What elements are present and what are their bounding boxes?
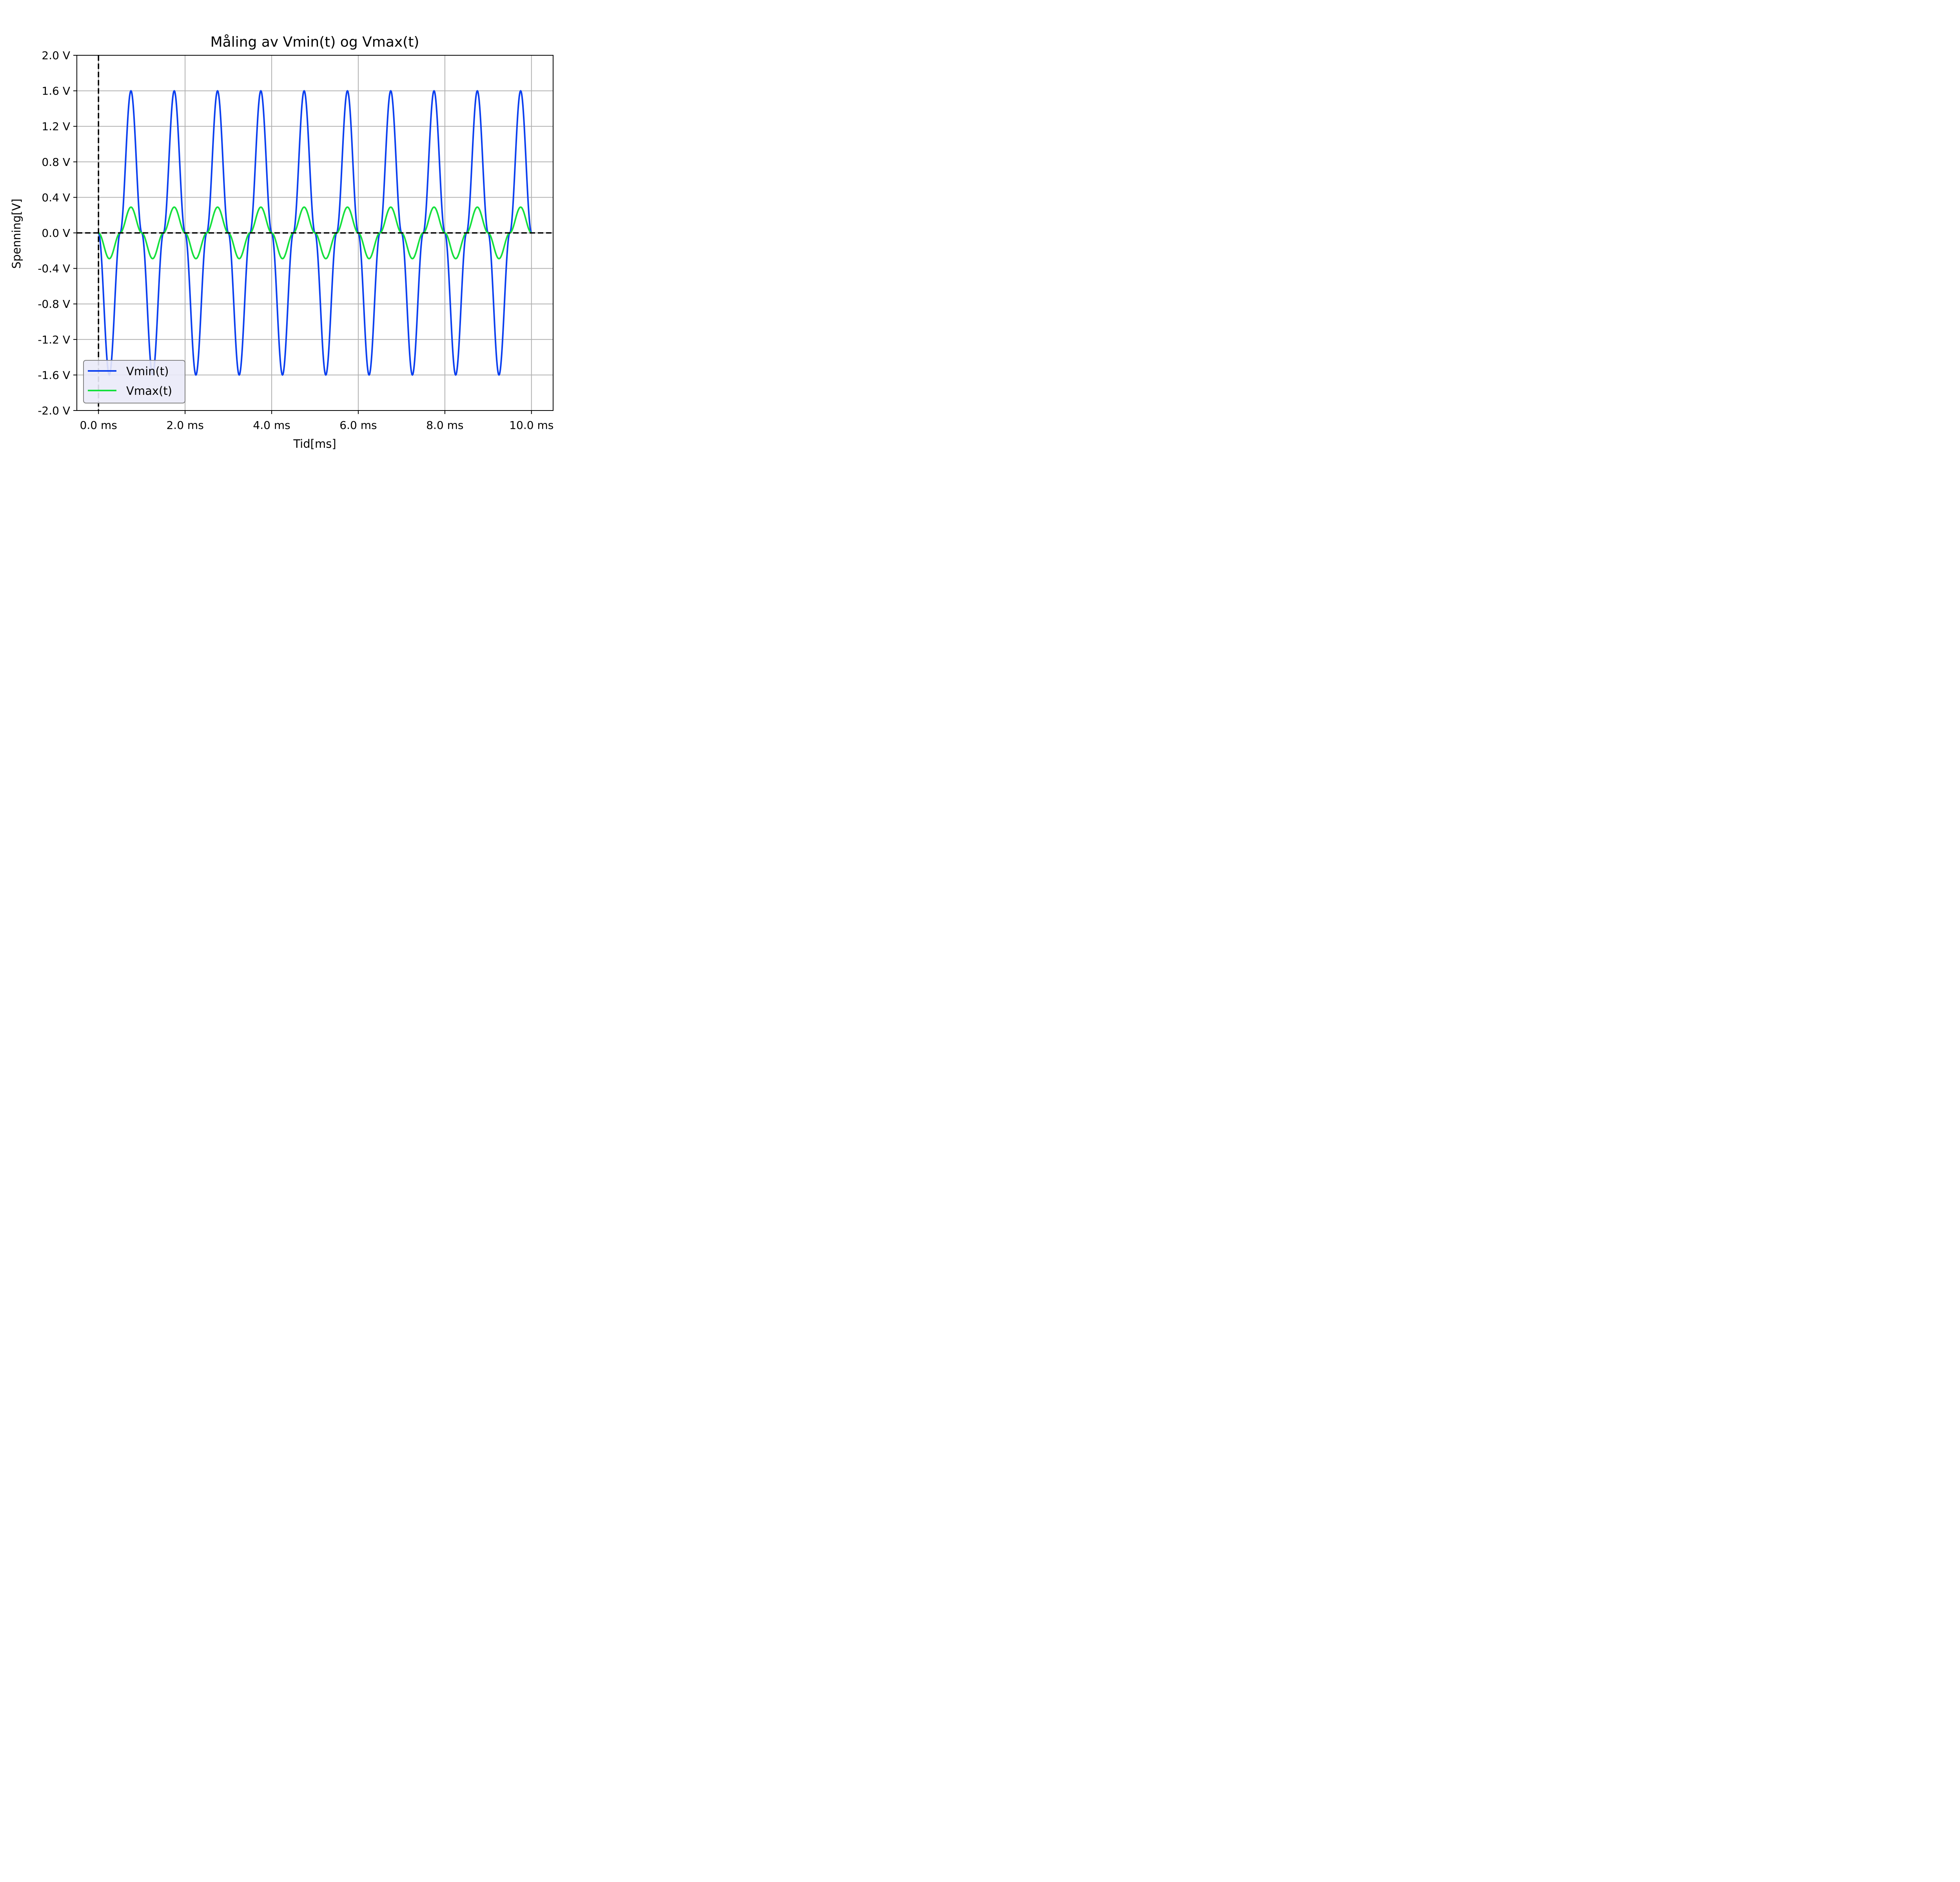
legend: Vmin(t) Vmax(t) (83, 360, 185, 403)
y-tick-label: -0.8 V (38, 298, 70, 311)
y-tick-label: -1.2 V (38, 333, 70, 346)
series-line-vmaxt (98, 206, 532, 260)
plot-area (76, 55, 554, 411)
legend-label-vmin: Vmin(t) (126, 365, 169, 378)
y-tick-label: -0.4 V (38, 262, 70, 275)
y-axis-label: Spenning[V] (10, 199, 23, 269)
x-axis: 0.0 ms 2.0 ms 4.0 ms 6.0 ms 8.0 ms 10.0 ms (80, 411, 554, 432)
y-tick-label: 0.0 V (42, 227, 70, 240)
reference-lines (77, 55, 553, 411)
chart-svg: Måling av Vmin(t) og Vmax(t) 0.0 ms 2.0 m… (0, 0, 609, 457)
legend-label-vmax: Vmax(t) (126, 384, 172, 398)
y-tick-label: 0.4 V (42, 191, 70, 204)
x-tick-label: 6.0 ms (339, 419, 377, 432)
x-tick-label: 4.0 ms (253, 419, 290, 432)
x-tick-label: 10.0 ms (509, 419, 554, 432)
x-axis-label: Tid[ms] (293, 437, 336, 451)
chart-title: Måling av Vmin(t) og Vmax(t) (211, 34, 419, 50)
y-axis: 2.0 V 1.6 V 1.2 V 0.8 V 0.4 V 0.0 V -0.4 V -0.8… (38, 49, 77, 417)
series-layer (98, 90, 532, 376)
y-tick-label: 2.0 V (42, 49, 70, 62)
x-tick-label: 0.0 ms (80, 419, 117, 432)
y-tick-label: 1.6 V (42, 85, 70, 98)
y-tick-label: 1.2 V (42, 120, 70, 133)
x-tick-label: 8.0 ms (426, 419, 463, 432)
y-tick-label: 0.8 V (42, 156, 70, 169)
chart-figure: Måling av Vmin(t) og Vmax(t) 0.0 ms 2.0 m… (0, 0, 609, 457)
y-tick-label: -1.6 V (38, 369, 70, 381)
x-tick-label: 2.0 ms (166, 419, 203, 432)
y-tick-label: -2.0 V (38, 404, 70, 417)
